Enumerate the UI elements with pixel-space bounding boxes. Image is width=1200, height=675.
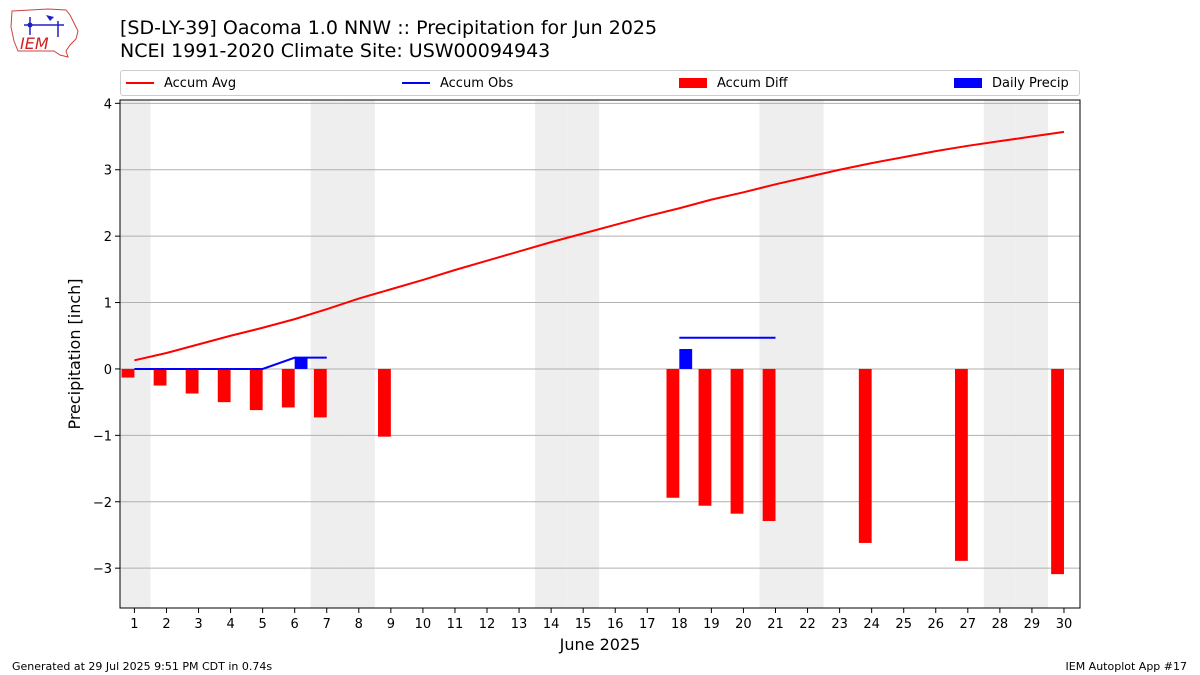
legend-swatch-accum-avg [126, 82, 154, 84]
x-tick-label: 14 [543, 617, 560, 632]
x-tick-label: 29 [1024, 617, 1041, 632]
x-tick-label: 25 [895, 617, 912, 632]
x-tick-label: 6 [291, 617, 299, 632]
x-tick-label: 16 [607, 617, 624, 632]
y-tick-label: −3 [93, 562, 112, 577]
x-tick-label: 11 [447, 617, 464, 632]
accum-diff-bar [954, 368, 968, 561]
x-tick-label: 5 [258, 617, 266, 632]
daily-precip-bar [294, 357, 308, 369]
x-tick-label: 7 [323, 617, 331, 632]
accum-obs-line [134, 356, 327, 370]
y-tick-label: 1 [104, 297, 112, 312]
weekend-band [310, 100, 343, 608]
weekend-band [983, 100, 1016, 608]
accum-diff-bar [378, 368, 391, 437]
x-tick-label: 20 [735, 617, 752, 632]
x-tick-label: 18 [671, 617, 688, 632]
weekend-band [1015, 100, 1048, 608]
legend-item-daily-precip: Daily Precip [954, 71, 1069, 95]
x-tick-label: 22 [799, 617, 816, 632]
x-tick-label: 12 [479, 617, 496, 632]
iem-logo: IEM [10, 8, 79, 58]
footer-app-text: IEM Autoplot App #17 [1065, 660, 1188, 673]
accum-diff-bar [698, 368, 712, 506]
footer-generated-text: Generated at 29 Jul 2025 9:51 PM CDT in … [12, 660, 273, 673]
accum-diff-bar [249, 368, 263, 411]
y-tick-label: 4 [104, 97, 112, 112]
legend-swatch-accum-obs [402, 82, 430, 84]
accum-diff-bar [858, 368, 872, 543]
logo-text: IEM [20, 34, 49, 53]
weekend-band [567, 100, 600, 608]
legend-swatch-accum-diff [679, 78, 707, 88]
x-tick-label: 8 [355, 617, 363, 632]
accum-diff-bar [185, 368, 199, 394]
chart-subtitle: NCEI 1991-2020 Climate Site: USW00094943 [120, 40, 551, 62]
accum-diff-bar [730, 368, 744, 514]
legend-label-daily-precip: Daily Precip [992, 75, 1069, 91]
x-tick-label: 4 [226, 617, 234, 632]
accum-diff-bar [153, 368, 167, 386]
y-tick-label: −1 [93, 429, 112, 444]
y-axis-label: Precipitation [inch] [65, 278, 84, 429]
x-tick-label: 26 [927, 617, 944, 632]
legend-label-accum-avg: Accum Avg [164, 75, 237, 91]
accum-diff-bar [217, 368, 231, 403]
accum-diff-bar [121, 368, 135, 378]
x-tick-label: 9 [387, 617, 395, 632]
x-tick-label: 19 [703, 617, 720, 632]
x-tick-label: 3 [194, 617, 202, 632]
x-axis-label: June 2025 [559, 635, 641, 654]
x-tick-label: 27 [960, 617, 977, 632]
weekend-band [535, 100, 568, 608]
accum-diff-bar [762, 368, 776, 522]
y-tick-label: 2 [104, 230, 112, 245]
y-tick-label: −2 [93, 496, 112, 511]
x-tick-label: 28 [992, 617, 1009, 632]
legend-swatch-daily-precip [954, 78, 982, 88]
legend-label-accum-diff: Accum Diff [717, 75, 788, 91]
accum-avg-line [134, 130, 1065, 362]
y-tick-label: 0 [104, 363, 112, 378]
accum-diff-bar [666, 368, 680, 498]
legend-label-accum-obs: Accum Obs [440, 75, 514, 91]
x-tick-label: 23 [831, 617, 848, 632]
accum-diff-bar [313, 368, 327, 418]
daily-precip-bar [679, 349, 693, 369]
x-tick-label: 15 [575, 617, 592, 632]
plot-frame [119, 99, 1081, 609]
x-tick-label: 17 [639, 617, 656, 632]
legend-item-accum-avg: Accum Avg [126, 71, 236, 95]
weekend-band [759, 100, 792, 608]
chart-title: [SD-LY-39] Oacoma 1.0 NNW :: Precipitati… [120, 17, 658, 39]
x-tick-label: 30 [1056, 617, 1073, 632]
legend-item-accum-diff: Accum Diff [679, 71, 788, 95]
weekend-band [342, 100, 375, 608]
x-tick-label: 2 [162, 617, 170, 632]
accum-diff-bar [281, 368, 295, 408]
x-tick-label: 10 [415, 617, 432, 632]
x-tick-label: 13 [511, 617, 528, 632]
x-tick-label: 1 [130, 617, 138, 632]
chart-legend: Accum Avg Accum Obs Accum Diff Daily Pre… [120, 70, 1080, 96]
accum-diff-bar [1051, 368, 1064, 575]
x-tick-label: 24 [863, 617, 880, 632]
weekend-band [791, 100, 824, 608]
weekend-band [120, 100, 151, 608]
legend-item-accum-obs: Accum Obs [402, 71, 513, 95]
x-tick-label: 21 [767, 617, 784, 632]
y-tick-label: 3 [104, 164, 112, 179]
